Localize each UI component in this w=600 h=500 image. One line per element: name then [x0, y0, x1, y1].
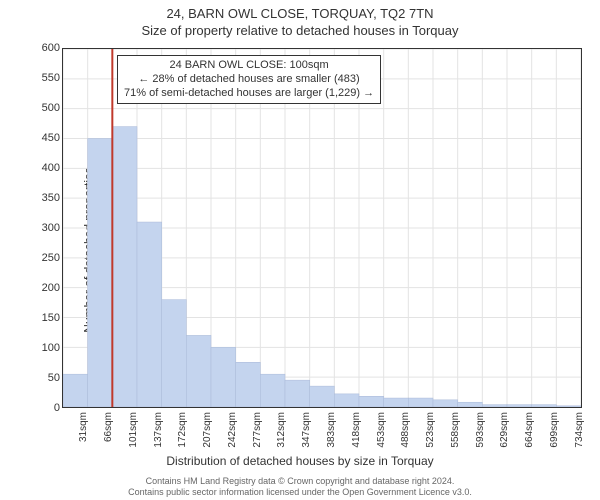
- page-subtitle: Size of property relative to detached ho…: [0, 21, 600, 38]
- histogram-bar: [482, 405, 507, 407]
- page-title: 24, BARN OWL CLOSE, TORQUAY, TQ2 7TN: [0, 0, 600, 21]
- x-tick-label: 312sqm: [276, 412, 287, 448]
- y-tick-label: 300: [42, 222, 60, 234]
- histogram-bar: [359, 396, 384, 407]
- histogram-bar: [260, 374, 285, 407]
- histogram-bar: [137, 222, 162, 407]
- y-tick-label: 500: [42, 102, 60, 114]
- histogram-bar: [112, 127, 137, 407]
- y-tick-label: 550: [42, 72, 60, 84]
- x-tick-label: 523sqm: [425, 412, 436, 448]
- histogram-bar: [408, 398, 433, 407]
- x-tick-label: 31sqm: [78, 412, 89, 442]
- x-tick-label: 558sqm: [450, 412, 461, 448]
- histogram-bar: [532, 405, 557, 407]
- annotation-line: ← 28% of detached houses are smaller (48…: [124, 73, 374, 87]
- y-tick-label: 600: [42, 42, 60, 54]
- x-tick-label: 629sqm: [499, 412, 510, 448]
- x-tick-label: 137sqm: [153, 412, 164, 448]
- chart-area: 24 BARN OWL CLOSE: 100sqm ← 28% of detac…: [62, 48, 582, 408]
- x-tick-label: 593sqm: [475, 412, 486, 448]
- y-tick-label: 100: [42, 342, 60, 354]
- x-tick-label: 488sqm: [400, 412, 411, 448]
- y-tick-label: 450: [42, 132, 60, 144]
- histogram-bar: [88, 139, 113, 408]
- footer-line: Contains HM Land Registry data © Crown c…: [0, 476, 600, 487]
- y-tick-label: 200: [42, 282, 60, 294]
- histogram-bar: [310, 386, 335, 407]
- histogram-bar: [458, 402, 483, 407]
- y-tick-label: 150: [42, 312, 60, 324]
- histogram-bar: [186, 335, 211, 407]
- x-tick-label: 66sqm: [103, 412, 114, 442]
- histogram-bar: [556, 406, 581, 407]
- x-tick-label: 418sqm: [351, 412, 362, 448]
- x-tick-label: 347sqm: [301, 412, 312, 448]
- x-tick-label: 453sqm: [376, 412, 387, 448]
- x-tick-label: 734sqm: [574, 412, 585, 448]
- histogram-bar: [384, 398, 409, 407]
- y-tick-label: 0: [54, 402, 60, 414]
- annotation-line: 24 BARN OWL CLOSE: 100sqm: [124, 59, 374, 73]
- y-tick-label: 250: [42, 252, 60, 264]
- histogram-bar: [507, 405, 532, 407]
- histogram-bar: [211, 347, 236, 407]
- x-axis-label: Distribution of detached houses by size …: [0, 454, 600, 468]
- x-tick-label: 664sqm: [524, 412, 535, 448]
- y-tick-label: 400: [42, 162, 60, 174]
- footer-text: Contains HM Land Registry data © Crown c…: [0, 476, 600, 498]
- x-tick-label: 172sqm: [177, 412, 188, 448]
- x-tick-label: 207sqm: [202, 412, 213, 448]
- annotation-line: 71% of semi-detached houses are larger (…: [124, 87, 374, 101]
- histogram-bar: [433, 400, 458, 407]
- x-tick-label: 242sqm: [227, 412, 238, 448]
- histogram-bar: [285, 380, 310, 407]
- x-tick-label: 699sqm: [549, 412, 560, 448]
- histogram-bar: [334, 394, 359, 407]
- x-tick-label: 277sqm: [252, 412, 263, 448]
- y-tick-label: 50: [48, 372, 60, 384]
- footer-line: Contains public sector information licen…: [0, 487, 600, 498]
- y-tick-label: 350: [42, 192, 60, 204]
- histogram-bar: [236, 362, 261, 407]
- x-tick-label: 101sqm: [128, 412, 139, 448]
- histogram-bar: [63, 374, 88, 407]
- x-tick-label: 383sqm: [326, 412, 337, 448]
- annotation-box: 24 BARN OWL CLOSE: 100sqm ← 28% of detac…: [117, 55, 381, 104]
- histogram-bar: [162, 300, 187, 407]
